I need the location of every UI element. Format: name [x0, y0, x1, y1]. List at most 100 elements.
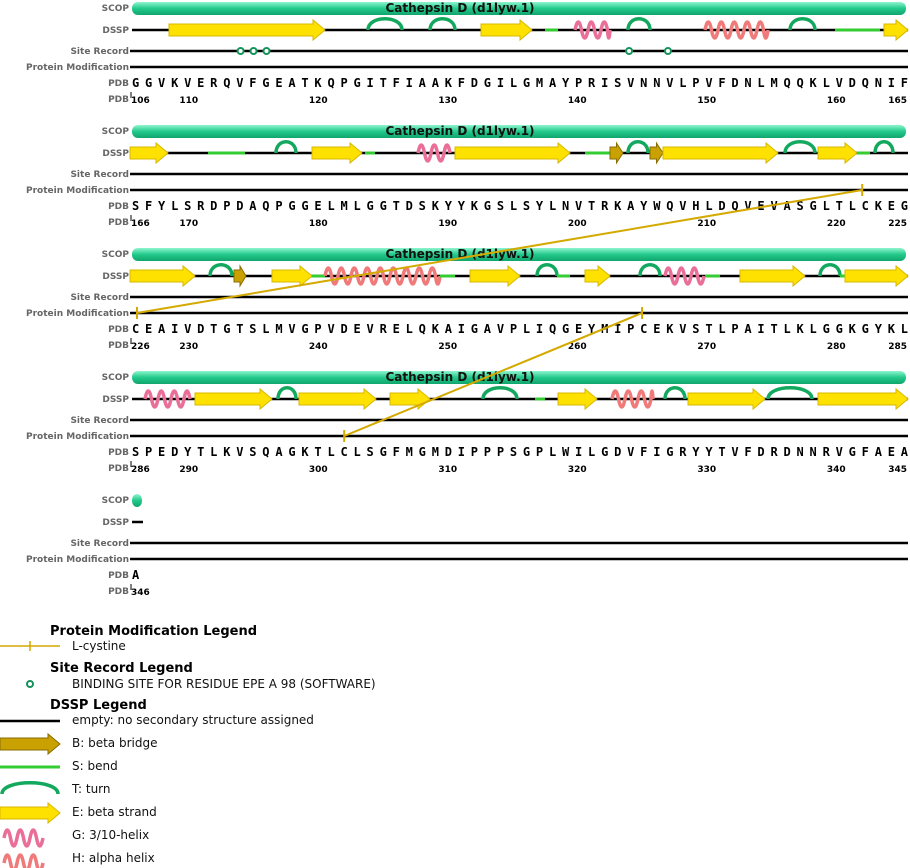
site-marker	[625, 47, 634, 55]
sequence: GGVKVERQVFGEATKQPGITFIAAKFDGILGMAYPRISVN…	[132, 76, 908, 90]
track-label: Protein Modification	[26, 186, 129, 196]
dssp-strand	[817, 141, 858, 165]
legend-item: B: beta bridge	[72, 736, 157, 750]
disulfide-bond	[343, 312, 643, 437]
track-label: PDB	[108, 341, 129, 351]
legend-item: E: beta strand	[72, 805, 157, 819]
track-label: DSSP	[102, 272, 129, 282]
scop-label: Cathepsin D (d1lyw.1)	[385, 124, 534, 138]
dssp-strand	[557, 387, 598, 411]
residue-number: 130	[438, 96, 457, 106]
sequence: A	[132, 568, 140, 582]
legend-item: H: alpha helix	[72, 851, 155, 865]
track-label: Site Record	[70, 416, 129, 426]
track-label: Site Record	[70, 293, 129, 303]
residue-number: 286	[131, 465, 150, 475]
dssp-strand	[609, 141, 624, 165]
scop-label: Cathepsin D (d1lyw.1)	[385, 1, 534, 15]
dssp-helix	[323, 266, 442, 286]
dssp-turn	[663, 386, 687, 400]
track-label: DSSP	[102, 518, 129, 528]
track-label: SCOP	[102, 127, 130, 137]
dssp-strand	[311, 141, 363, 165]
legend-item: G: 3/10-helix	[72, 828, 149, 842]
dssp-turn	[818, 263, 842, 277]
dssp-strand	[0, 732, 61, 756]
residue-number: 140	[568, 96, 587, 106]
scop-domain	[132, 494, 142, 507]
track-label: SCOP	[102, 250, 130, 260]
residue-number: 280	[827, 342, 846, 352]
residue-number: 345	[888, 465, 907, 475]
dssp-turn	[428, 17, 457, 31]
legend-icon	[26, 680, 34, 688]
track-label: Site Record	[70, 539, 129, 549]
site-marker	[236, 47, 245, 55]
dssp-strand	[0, 801, 61, 825]
dssp-helix	[573, 20, 612, 40]
residue-number: 330	[697, 465, 716, 475]
residue-number: 165	[888, 96, 907, 106]
legend-item: S: bend	[72, 759, 118, 773]
dssp-helix	[663, 266, 706, 286]
dssp-turn	[626, 17, 652, 31]
residue-number: 346	[131, 588, 150, 598]
track-label: PDB	[108, 95, 129, 105]
residue-number: 110	[179, 96, 198, 106]
dssp-turn	[0, 781, 60, 795]
track-label: DSSP	[102, 26, 129, 36]
dssp-strand	[298, 387, 377, 411]
dssp-strand	[584, 264, 611, 288]
residue-number: 320	[568, 465, 587, 475]
dssp-turn	[481, 386, 519, 400]
residue-number: 340	[827, 465, 846, 475]
track-label: SCOP	[102, 4, 130, 14]
sequence: SPEDYTLKVSQAGKTLCLSGFMGMDIPPPSGPLWILGDVF…	[132, 445, 909, 459]
scop-label: Cathepsin D (d1lyw.1)	[385, 370, 534, 384]
track-label: Protein Modification	[26, 63, 129, 73]
track-label: PDB	[108, 448, 129, 458]
legend-item: L-cystine	[72, 639, 126, 653]
residue-number: 225	[888, 219, 907, 229]
track-label: Protein Modification	[26, 555, 129, 565]
dssp-strand	[194, 387, 273, 411]
dssp-turn	[276, 386, 298, 400]
dssp-strand	[454, 141, 571, 165]
dssp-turn	[626, 140, 650, 154]
residue-number: 190	[438, 219, 457, 229]
scop-domain	[132, 248, 906, 261]
residue-number: 310	[438, 465, 457, 475]
residue-number: 270	[697, 342, 716, 352]
dssp-strand	[817, 387, 909, 411]
dssp-turn	[638, 263, 662, 277]
residue-number: 150	[697, 96, 716, 106]
residue-number: 170	[179, 219, 198, 229]
dssp-strand	[649, 141, 664, 165]
disulfide-bond	[136, 189, 863, 314]
dssp-helix	[2, 853, 45, 868]
residue-number: 250	[438, 342, 457, 352]
residue-number: 106	[131, 96, 150, 106]
dssp-turn	[788, 17, 817, 31]
track-label: SCOP	[102, 496, 130, 506]
track-label: PDB	[108, 464, 129, 474]
track-label: PDB	[108, 325, 129, 335]
dssp-helix	[610, 389, 655, 409]
track-label: SCOP	[102, 373, 130, 383]
residue-number: 290	[179, 465, 198, 475]
legend-item: empty: no secondary structure assigned	[72, 713, 314, 727]
track-label: Site Record	[70, 170, 129, 180]
scop-domain	[132, 371, 906, 384]
dssp-helix	[2, 828, 45, 848]
dssp-helix	[143, 389, 192, 409]
track-label: PDB	[108, 202, 129, 212]
dssp-strand	[129, 141, 169, 165]
sequence: CEAIVDTGTSLMVGPVDEVRELQKAIGAVPLIQGEYMIPC…	[132, 322, 908, 336]
dssp-strand	[271, 264, 313, 288]
dssp-strand	[739, 264, 806, 288]
site-marker	[249, 47, 258, 55]
dssp-strand	[129, 264, 196, 288]
track-label: PDB	[108, 79, 129, 89]
residue-number: 240	[309, 342, 328, 352]
residue-number: 210	[697, 219, 716, 229]
